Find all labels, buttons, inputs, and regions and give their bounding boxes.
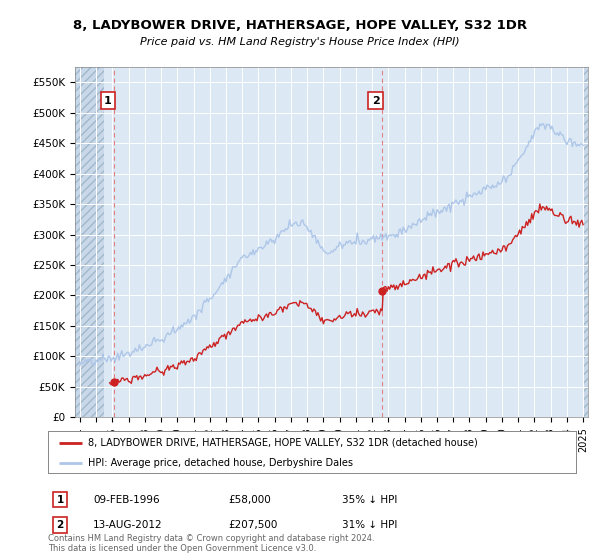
- Text: 1: 1: [104, 96, 112, 106]
- Text: 09-FEB-1996: 09-FEB-1996: [93, 494, 160, 505]
- Text: £207,500: £207,500: [228, 520, 277, 530]
- Text: 8, LADYBOWER DRIVE, HATHERSAGE, HOPE VALLEY, S32 1DR: 8, LADYBOWER DRIVE, HATHERSAGE, HOPE VAL…: [73, 18, 527, 32]
- Bar: [75, 67, 104, 417]
- Text: Contains HM Land Registry data © Crown copyright and database right 2024.
This d: Contains HM Land Registry data © Crown c…: [48, 534, 374, 553]
- Text: 35% ↓ HPI: 35% ↓ HPI: [342, 494, 397, 505]
- Text: Price paid vs. HM Land Registry's House Price Index (HPI): Price paid vs. HM Land Registry's House …: [140, 37, 460, 47]
- Text: 13-AUG-2012: 13-AUG-2012: [93, 520, 163, 530]
- Text: £58,000: £58,000: [228, 494, 271, 505]
- Text: 2: 2: [56, 520, 64, 530]
- Text: 31% ↓ HPI: 31% ↓ HPI: [342, 520, 397, 530]
- Text: 1: 1: [56, 494, 64, 505]
- Bar: [583, 67, 588, 417]
- Text: 2: 2: [372, 96, 380, 106]
- Text: 8, LADYBOWER DRIVE, HATHERSAGE, HOPE VALLEY, S32 1DR (detached house): 8, LADYBOWER DRIVE, HATHERSAGE, HOPE VAL…: [88, 438, 478, 448]
- Text: HPI: Average price, detached house, Derbyshire Dales: HPI: Average price, detached house, Derb…: [88, 458, 353, 468]
